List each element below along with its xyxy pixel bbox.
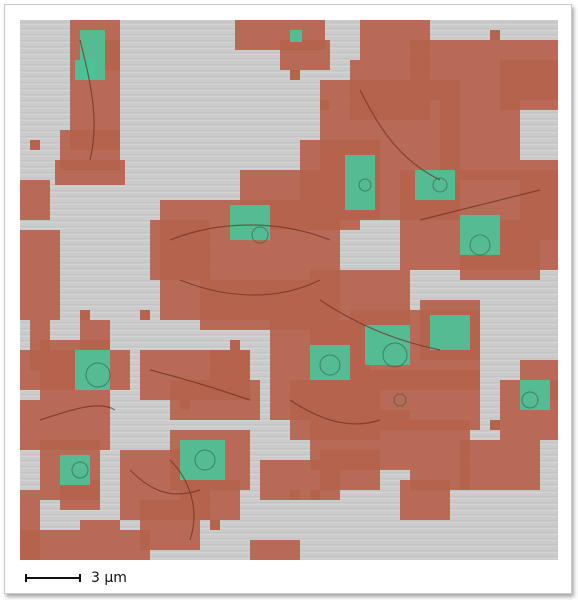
membrane-outline	[169, 224, 331, 241]
tissue-fragment	[320, 100, 330, 110]
membrane-outline	[129, 469, 201, 495]
tissue-fragment	[310, 490, 320, 500]
tissue-fragment	[490, 420, 500, 430]
tissue-block	[280, 40, 330, 70]
tissue-block	[210, 350, 250, 380]
tissue-fragment	[140, 310, 150, 320]
tissue-block	[250, 540, 300, 560]
organelle-outline	[194, 449, 216, 471]
membrane-outline	[359, 89, 441, 181]
tissue-fragment	[80, 310, 90, 320]
membrane-outline	[149, 369, 251, 401]
tissue-fragment	[290, 490, 300, 500]
tissue-fragment	[30, 140, 40, 150]
organelle-outline	[521, 391, 539, 409]
tissue-fragment	[540, 90, 550, 100]
tissue-block	[440, 100, 520, 180]
tissue-block	[80, 320, 110, 350]
scale-bar-label: 3 µm	[91, 570, 127, 586]
tissue-block	[20, 530, 80, 560]
tissue-block	[350, 60, 430, 120]
micrograph-image	[20, 20, 558, 560]
tissue-fragment	[290, 70, 300, 80]
tissue-block	[120, 530, 150, 560]
nuclei-mask-layer	[60, 30, 550, 485]
organelle-outline	[432, 177, 448, 193]
segmentation-overlay	[20, 20, 558, 560]
membrane-outline	[319, 299, 441, 351]
nucleus-block	[230, 205, 270, 240]
tissue-block	[320, 450, 380, 490]
nucleus-block	[520, 380, 550, 410]
membrane-outline-layer	[39, 39, 541, 541]
organelle-outline	[85, 362, 111, 388]
tissue-block	[180, 480, 240, 520]
membrane-outline	[39, 405, 116, 421]
tissue-fragment	[230, 340, 240, 350]
organelle-outline	[393, 393, 407, 407]
membrane-outline	[79, 39, 95, 161]
scale-bar-line	[25, 574, 81, 582]
organelle-outline	[469, 234, 491, 256]
membrane-outline	[169, 459, 195, 541]
nucleus-block	[290, 30, 302, 42]
organelle-outline	[382, 342, 408, 368]
tissue-block	[55, 160, 125, 185]
membrane-outline	[179, 279, 321, 296]
nucleus-block	[180, 440, 225, 480]
tissue-block	[80, 520, 120, 560]
nucleus-block	[75, 60, 95, 80]
membrane-outline	[419, 189, 541, 221]
organelle-outline	[71, 461, 89, 479]
tissue-fragment	[180, 400, 190, 410]
tissue-block	[150, 220, 210, 280]
organelle-outline	[319, 354, 341, 376]
tissue-fragment	[210, 520, 220, 530]
nucleus-block	[415, 170, 455, 200]
membrane-outline	[289, 399, 381, 425]
nucleus-block	[75, 350, 110, 390]
nucleus-block	[310, 345, 350, 380]
organelle-outline	[358, 178, 372, 192]
figure-frame: 3 µm	[4, 4, 572, 594]
tissue-block	[400, 480, 450, 520]
nucleus-block	[430, 315, 470, 350]
organelle-outline	[251, 226, 269, 244]
tissue-block	[20, 230, 60, 320]
tissue-block	[20, 180, 50, 220]
scale-bar: 3 µm	[25, 570, 127, 586]
tissue-fragment	[490, 30, 500, 40]
tissue-block	[460, 440, 540, 490]
nucleus-block	[60, 455, 90, 485]
